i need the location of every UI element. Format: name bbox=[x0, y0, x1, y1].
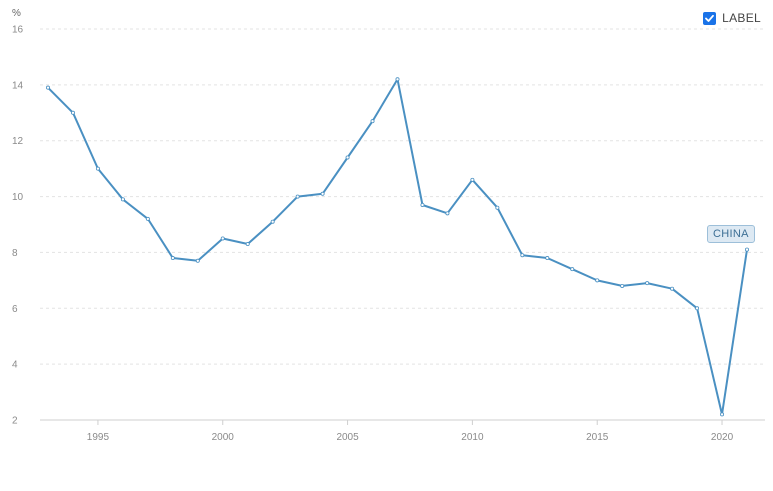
data-point bbox=[620, 283, 625, 288]
data-point bbox=[520, 253, 525, 258]
x-tick-label: 2020 bbox=[711, 432, 734, 443]
data-point bbox=[46, 85, 51, 90]
y-tick-label: 8 bbox=[12, 248, 18, 259]
data-point bbox=[395, 77, 400, 82]
data-point bbox=[320, 191, 325, 196]
legend-toggle[interactable]: LABEL bbox=[703, 11, 761, 25]
y-axis-ticks: 2 4 6 8 10 12 14 16 bbox=[12, 25, 24, 427]
data-point bbox=[270, 219, 275, 224]
data-point bbox=[295, 194, 300, 199]
data-point bbox=[120, 197, 125, 202]
series-group bbox=[46, 77, 750, 417]
data-point bbox=[720, 412, 725, 417]
series-callout-china: CHINA bbox=[707, 225, 755, 243]
legend-label: LABEL bbox=[722, 11, 761, 25]
data-point bbox=[545, 256, 550, 261]
y-tick-label: 4 bbox=[12, 360, 18, 371]
data-point bbox=[195, 258, 200, 263]
x-tick-label: 2005 bbox=[336, 432, 359, 443]
y-tick-label: 10 bbox=[12, 192, 24, 203]
x-tick-label: 2000 bbox=[212, 432, 235, 443]
data-point bbox=[670, 286, 675, 291]
data-point bbox=[595, 278, 600, 283]
y-tick-label: 16 bbox=[12, 25, 24, 36]
data-point bbox=[95, 166, 100, 171]
data-point bbox=[445, 211, 450, 216]
data-point bbox=[570, 267, 575, 272]
y-axis-unit: % bbox=[12, 8, 21, 19]
x-axis-ticks: 1995 2000 2005 2010 2015 2020 bbox=[87, 420, 734, 443]
data-point bbox=[245, 242, 250, 247]
check-icon bbox=[705, 14, 715, 22]
data-point bbox=[345, 155, 350, 160]
data-point bbox=[470, 177, 475, 182]
x-tick-label: 1995 bbox=[87, 432, 110, 443]
data-point bbox=[70, 110, 75, 115]
data-point bbox=[495, 205, 500, 210]
data-point bbox=[220, 236, 225, 241]
data-point bbox=[420, 202, 425, 207]
x-tick-label: 2015 bbox=[586, 432, 609, 443]
x-tick-label: 2010 bbox=[461, 432, 484, 443]
data-point bbox=[170, 256, 175, 261]
y-tick-label: 6 bbox=[12, 304, 18, 315]
grid-lines bbox=[40, 28, 765, 365]
data-point bbox=[370, 119, 375, 124]
y-tick-label: 2 bbox=[12, 416, 18, 427]
legend-checkbox[interactable] bbox=[703, 11, 717, 25]
data-point bbox=[145, 216, 150, 221]
y-tick-label: 12 bbox=[12, 136, 24, 147]
y-tick-label: 14 bbox=[12, 80, 24, 91]
data-point bbox=[695, 306, 700, 311]
data-point bbox=[745, 247, 750, 252]
data-point bbox=[645, 281, 650, 286]
